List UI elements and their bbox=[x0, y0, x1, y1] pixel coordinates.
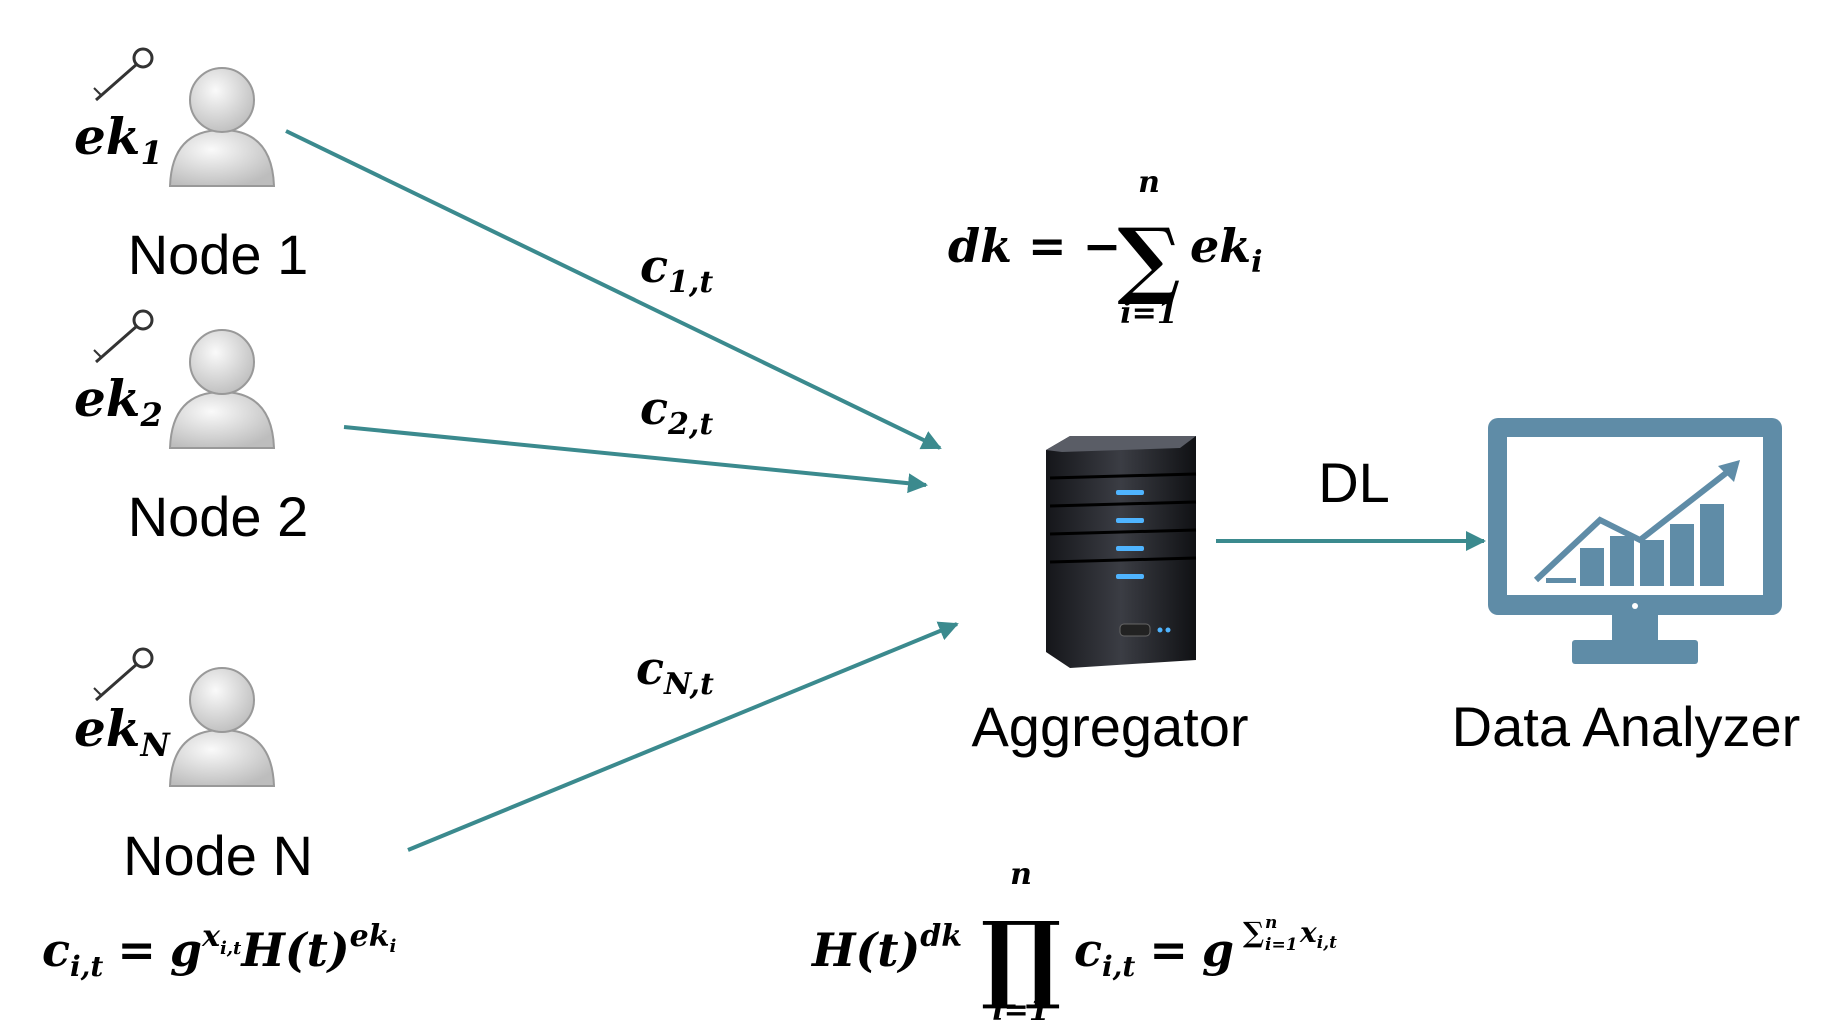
key-sub: N bbox=[139, 726, 171, 764]
formula-limit: i=1 bbox=[1120, 296, 1177, 331]
formula-limit: n bbox=[1010, 857, 1032, 892]
edge-label-sub: 1,t bbox=[668, 265, 713, 300]
node-label: Node N bbox=[123, 824, 313, 887]
key-base: ek bbox=[74, 369, 140, 428]
edge-arrow bbox=[286, 131, 940, 448]
formula-limit: i=1 bbox=[1265, 935, 1298, 955]
node: ek2 Node 2 bbox=[74, 311, 308, 548]
edge-label-base: c bbox=[640, 381, 668, 435]
formula-part: dk bbox=[920, 919, 962, 954]
formula-part: H(t) bbox=[810, 923, 920, 977]
formula-text: ci,t = g bbox=[1074, 923, 1234, 983]
formula-part: = bbox=[1149, 923, 1188, 977]
data-analyzer-label: Data Analyzer bbox=[1452, 695, 1801, 758]
server-icon bbox=[1046, 436, 1196, 668]
formula-part: i,t bbox=[220, 938, 242, 959]
node-label: Node 2 bbox=[128, 485, 309, 548]
diagram: ek1 Node 1 ek2 Node 2 ekN Node N c1,t c2… bbox=[0, 0, 1830, 1025]
aggregate-formula: H(t)dk ∏ n i=1 ci,t=g ∑ n i=1 xi,t bbox=[810, 857, 1337, 1025]
key-base: ek bbox=[74, 699, 140, 758]
formula-part: c bbox=[1074, 923, 1102, 977]
formula-part: g bbox=[1202, 923, 1234, 977]
node: ekN Node N bbox=[74, 649, 313, 887]
formula-part: ek bbox=[1190, 219, 1251, 273]
formula-part: ek bbox=[350, 919, 390, 954]
formula-part: x bbox=[201, 919, 221, 954]
formula-part: dk bbox=[948, 219, 1012, 273]
formula-limit: i=1 bbox=[992, 993, 1049, 1025]
node: ek1 Node 1 bbox=[74, 49, 308, 286]
edge-arrow bbox=[344, 427, 926, 485]
person-icon bbox=[170, 68, 274, 186]
edge-label: c1,t bbox=[640, 239, 713, 300]
key-label: ek1 bbox=[74, 107, 163, 172]
monitor-icon bbox=[1488, 418, 1782, 664]
formula-text: eki bbox=[1190, 219, 1263, 280]
node-label: Node 1 bbox=[128, 223, 309, 286]
link-label: DL bbox=[1318, 451, 1390, 514]
key-icon bbox=[94, 649, 152, 700]
person-icon bbox=[170, 668, 274, 786]
edge-label: c2,t bbox=[640, 381, 713, 442]
formula-part: i,t bbox=[1102, 950, 1135, 983]
formula-part: g bbox=[170, 923, 202, 977]
edge-label-base: c bbox=[636, 641, 664, 695]
formula-limit: n bbox=[1265, 913, 1277, 933]
aggregator-label: Aggregator bbox=[971, 695, 1248, 758]
key-sub: 2 bbox=[139, 396, 162, 434]
key-label: ekN bbox=[74, 699, 171, 764]
formula-limit: n bbox=[1138, 165, 1160, 200]
formula-part: − bbox=[1083, 219, 1122, 273]
edge-label-base: c bbox=[640, 239, 668, 293]
person-icon bbox=[170, 330, 274, 448]
ciphertext-formula: ci,t=gxi,tH(t)eki bbox=[42, 919, 397, 983]
formula-part: c bbox=[42, 923, 70, 977]
formula-part: = bbox=[117, 923, 156, 977]
edge-label-sub: N,t bbox=[663, 667, 714, 702]
formula-text: xi,t bbox=[1299, 916, 1337, 953]
formula-part: i,t bbox=[70, 950, 103, 983]
formula-part: i bbox=[390, 936, 397, 957]
edge-arrow bbox=[408, 624, 957, 850]
formula-operator: ∑ bbox=[1243, 916, 1264, 949]
formula-part: i bbox=[1251, 245, 1262, 280]
formula-part: x bbox=[1299, 916, 1317, 949]
decryption-key-formula: dk =− ∑ n i=1 eki bbox=[948, 165, 1263, 331]
edge-label-sub: 2,t bbox=[667, 407, 713, 442]
key-sub: 1 bbox=[140, 134, 162, 172]
formula-text: H(t)dk bbox=[810, 919, 962, 977]
formula-part: i,t bbox=[1317, 933, 1337, 953]
key-base: ek bbox=[74, 107, 140, 166]
formula-operator: ∑ bbox=[1117, 209, 1180, 308]
edge-label: cN,t bbox=[636, 641, 714, 702]
formula-part: H(t) bbox=[239, 923, 349, 977]
formula-text: dk =− bbox=[948, 219, 1121, 273]
key-icon bbox=[94, 49, 152, 100]
key-icon bbox=[94, 311, 152, 362]
key-label: ek2 bbox=[74, 369, 163, 434]
formula-part: = bbox=[1028, 219, 1067, 273]
